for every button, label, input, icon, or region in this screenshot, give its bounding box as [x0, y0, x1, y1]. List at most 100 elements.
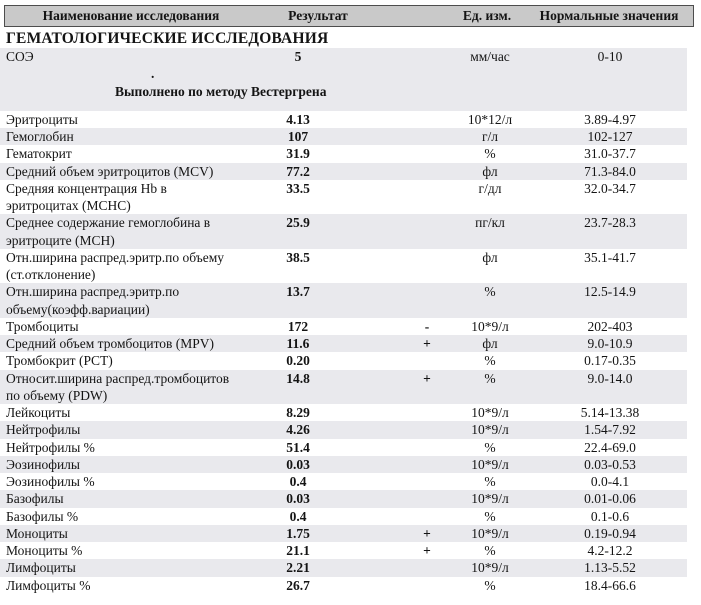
table-row: Относит.ширина распред.тромбоцитов по об… — [0, 369, 687, 405]
test-name: Нейтрофилы — [6, 422, 81, 438]
spacer — [344, 525, 395, 542]
test-result: 33.5 — [286, 180, 310, 196]
test-unit: 10*9/л — [471, 422, 509, 438]
test-unit: % — [484, 439, 496, 455]
test-flag — [395, 404, 459, 421]
test-normal-range: 22.4-69.0 — [584, 439, 636, 455]
spacer — [675, 335, 687, 352]
test-name: Среднее содержание гемоглобина в эритроц… — [6, 215, 211, 248]
test-unit: % — [484, 508, 496, 524]
table-header-bar: Наименование исследования Результат Ед. … — [4, 5, 694, 27]
test-flag — [395, 249, 459, 284]
test-result: 0.03 — [286, 491, 310, 507]
spacer — [344, 490, 395, 507]
spacer — [521, 456, 545, 473]
test-name: СОЭ — [6, 49, 34, 64]
test-normal-range: 0.1-0.6 — [590, 508, 630, 524]
spacer — [675, 111, 687, 128]
test-flag — [395, 559, 459, 576]
test-normal-range: 0.17-0.35 — [584, 353, 636, 369]
test-normal-range: 35.1-41.7 — [584, 249, 636, 265]
spacer — [521, 335, 545, 352]
column-header-normal-range: Нормальные значения — [539, 8, 679, 23]
test-flag: + — [423, 525, 431, 541]
test-result: 51.4 — [286, 439, 310, 455]
test-name: Лимфоциты % — [6, 577, 91, 593]
test-name: Базофилы % — [6, 508, 79, 524]
test-unit: % — [484, 577, 496, 593]
test-flag — [395, 473, 459, 490]
test-result: 14.8 — [286, 370, 310, 386]
test-unit: 10*9/л — [471, 525, 509, 541]
spacer — [521, 490, 545, 507]
spacer — [344, 456, 395, 473]
table-row: Моноциты % 21.1 + % 4.2-12.2 — [0, 542, 687, 559]
test-unit: г/л — [481, 129, 499, 144]
table-row: Отн.ширина распред.эритр.по объему(коэфф… — [0, 283, 687, 318]
test-name: Отн.ширина распред.эритр.по объему(коэфф… — [6, 284, 180, 317]
test-flag: + — [423, 370, 431, 386]
spacer — [521, 128, 545, 145]
table-row: Лейкоциты 8.29 10*9/л 5.14-13.38 — [0, 404, 687, 421]
spacer — [344, 370, 395, 405]
spacer — [521, 577, 545, 594]
test-result: 0.03 — [286, 456, 310, 472]
test-unit: % — [484, 146, 496, 162]
spacer — [521, 283, 545, 318]
method-note: Выполнено по методу Вестергрена — [115, 83, 327, 99]
test-normal-range: 9.0-10.9 — [587, 336, 633, 351]
test-unit: 10*9/л — [471, 491, 509, 507]
table-row: Гематокрит 31.9 % 31.0-37.7 — [0, 145, 687, 162]
test-normal-range: 71.3-84.0 — [584, 163, 636, 179]
test-unit: фл — [482, 163, 498, 179]
spacer — [344, 352, 395, 369]
table-row: Средний объем тромбоцитов (MPV) 11.6 + ф… — [0, 335, 687, 353]
test-result: 0.20 — [286, 353, 310, 369]
test-unit: 10*9/л — [471, 405, 509, 420]
test-name: Лимфоциты — [6, 560, 76, 576]
test-result: 1.75 — [286, 525, 310, 541]
spacer — [521, 370, 545, 405]
test-flag — [395, 352, 459, 369]
test-unit: 10*9/л — [471, 318, 509, 334]
spacer — [675, 352, 687, 369]
test-normal-range: 0.0-4.1 — [590, 474, 630, 489]
spacer — [521, 111, 545, 128]
table-row: Среднее содержание гемоглобина в эритроц… — [0, 214, 687, 249]
dot-mark: . — [151, 66, 155, 82]
esr-block: СОЭ 5 мм/час 0-10 . Выполнено по методу … — [0, 48, 687, 111]
results-table-body: Эритроциты 4.13 10*12/л 3.89-4.97 Гемогл… — [0, 111, 701, 594]
test-name: Эозинофилы — [6, 456, 80, 472]
spacer — [675, 439, 687, 456]
spacer — [344, 128, 395, 145]
test-result: 0.4 — [289, 508, 307, 524]
table-row: Гемоглобин 107 г/л 102-127 — [0, 128, 687, 146]
spacer — [675, 249, 687, 284]
spacer — [521, 525, 545, 542]
spacer — [344, 145, 395, 162]
test-flag — [395, 48, 459, 65]
test-name: Гематокрит — [6, 146, 72, 162]
spacer — [675, 180, 687, 215]
test-name: Отн.ширина распред.эритр.по объему (ст.о… — [6, 249, 225, 282]
spacer — [344, 439, 395, 456]
spacer — [675, 508, 687, 525]
spacer — [344, 473, 395, 490]
test-flag — [395, 214, 459, 249]
test-name: Лейкоциты — [6, 405, 71, 420]
test-result: 0.4 — [289, 474, 307, 489]
spacer — [675, 214, 687, 249]
spacer — [521, 508, 545, 525]
test-unit: % — [484, 543, 496, 558]
test-flag — [395, 163, 459, 180]
test-unit: 10*9/л — [471, 456, 509, 472]
test-flag — [395, 439, 459, 456]
test-normal-range: 5.14-13.38 — [580, 405, 640, 420]
test-result: 26.7 — [286, 577, 310, 593]
spacer — [521, 473, 545, 490]
test-unit: фл — [482, 249, 498, 265]
test-result: 21.1 — [286, 543, 310, 558]
spacer — [344, 421, 395, 438]
spacer — [675, 163, 687, 180]
test-normal-range: 0-10 — [597, 49, 623, 64]
